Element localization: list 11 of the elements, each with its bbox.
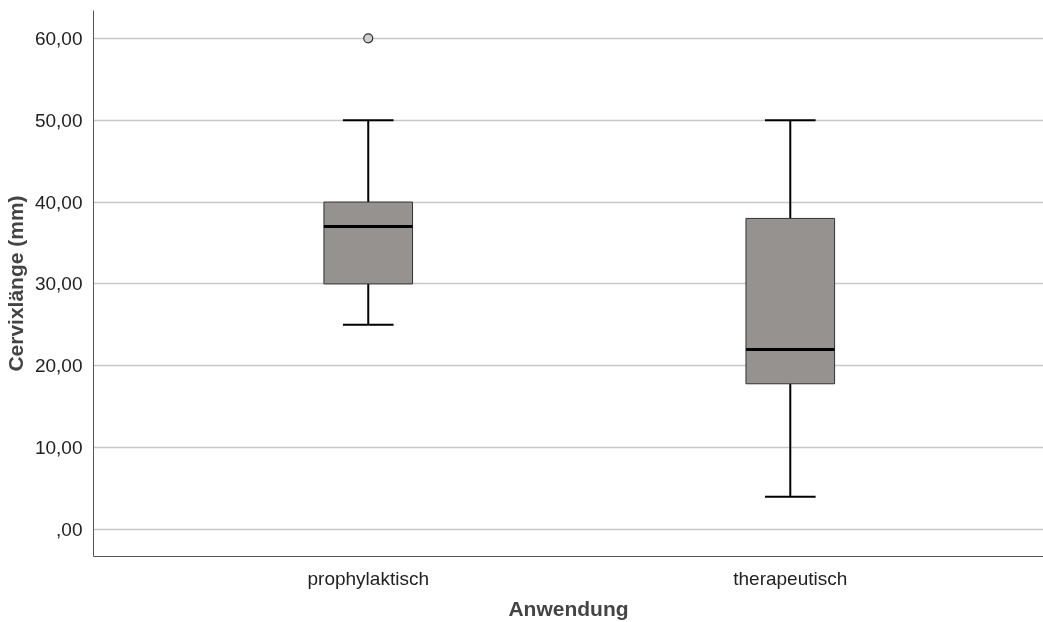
y-axis-title: Cervixlänge (mm)	[3, 195, 27, 372]
y-tick-label: 60,00	[34, 27, 83, 49]
y-tick-label: 20,00	[34, 355, 83, 377]
y-tick-label: 30,00	[34, 273, 83, 295]
y-tick-label: 40,00	[34, 191, 83, 213]
x-tick-label: therapeutisch	[733, 567, 848, 589]
x-tick-label: prophylaktisch	[307, 567, 429, 589]
y-tick-label: ,00	[56, 518, 83, 540]
x-axis-title: Anwendung	[508, 596, 629, 620]
y-tick-label: 50,00	[34, 109, 83, 131]
y-tick-label: 10,00	[34, 437, 83, 459]
